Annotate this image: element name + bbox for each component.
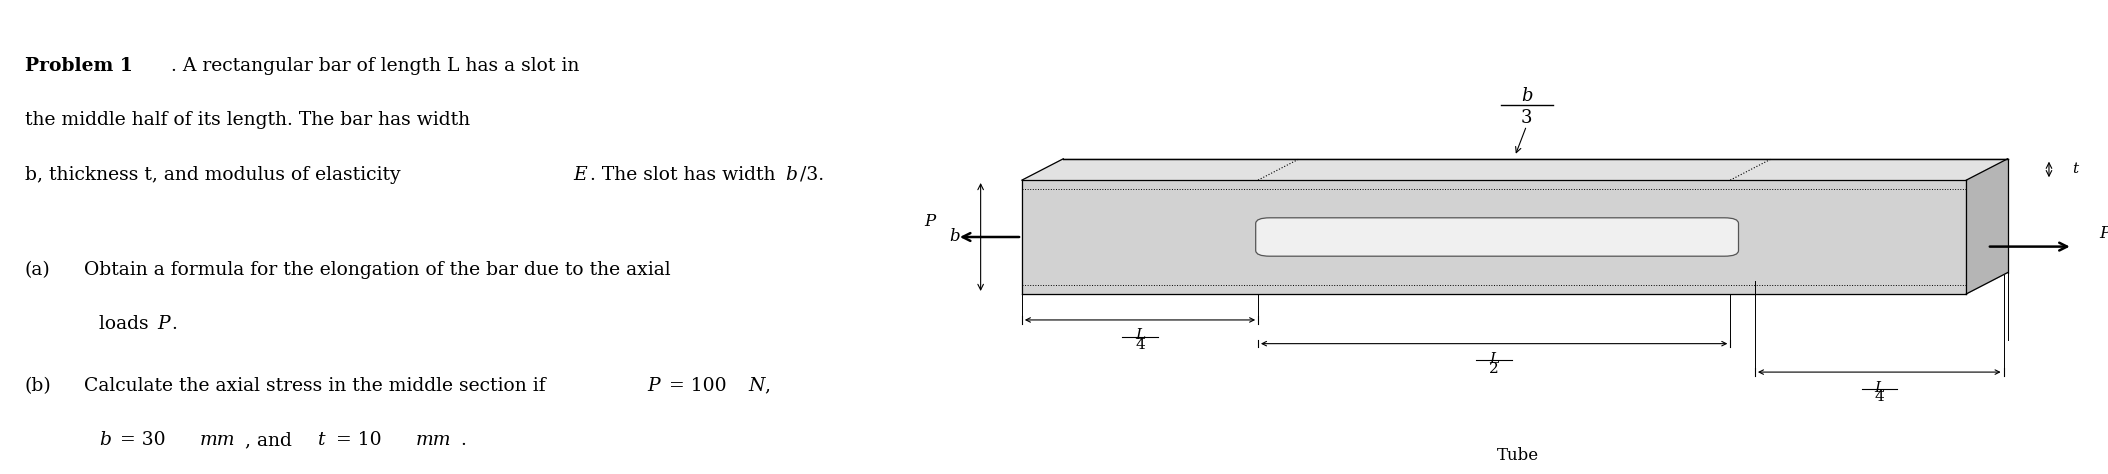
Text: .: . xyxy=(171,315,177,333)
Text: P: P xyxy=(647,377,660,395)
Text: loads: loads xyxy=(99,315,154,333)
Text: Tube: Tube xyxy=(1497,447,1539,464)
Text: .: . xyxy=(462,431,466,449)
Text: b: b xyxy=(99,431,112,449)
Text: (a): (a) xyxy=(25,261,51,279)
Text: = 10: = 10 xyxy=(331,431,388,449)
Text: E: E xyxy=(573,166,588,184)
Text: t: t xyxy=(2072,163,2078,176)
Text: Obtain a formula for the elongation of the bar due to the axial: Obtain a formula for the elongation of t… xyxy=(84,261,670,279)
Text: Problem 1: Problem 1 xyxy=(25,57,133,75)
Text: b: b xyxy=(786,166,797,184)
Text: ,: , xyxy=(763,377,769,395)
Polygon shape xyxy=(1967,159,2007,294)
Text: N: N xyxy=(748,377,765,395)
Text: = 30: = 30 xyxy=(114,431,171,449)
Text: = 100: = 100 xyxy=(662,377,731,395)
Polygon shape xyxy=(1022,180,1967,294)
Text: L: L xyxy=(1134,328,1145,343)
Text: 2: 2 xyxy=(1488,362,1499,376)
Text: L: L xyxy=(1488,352,1499,366)
Text: 4: 4 xyxy=(1874,390,1885,404)
Text: 3: 3 xyxy=(1520,109,1533,127)
Text: . A rectangular bar of length L has a slot in: . A rectangular bar of length L has a sl… xyxy=(171,57,580,75)
Text: b, thickness t, and modulus of elasticity: b, thickness t, and modulus of elasticit… xyxy=(25,166,407,184)
Text: 4: 4 xyxy=(1134,338,1145,352)
Text: b: b xyxy=(949,228,959,246)
Polygon shape xyxy=(1022,159,2007,180)
Text: t: t xyxy=(318,431,325,449)
Text: /3.: /3. xyxy=(799,166,824,184)
Text: P: P xyxy=(2100,225,2108,242)
Text: the middle half of its length. The bar has width: the middle half of its length. The bar h… xyxy=(25,111,470,129)
Text: mm: mm xyxy=(415,431,451,449)
Text: (b): (b) xyxy=(25,377,51,395)
Text: L: L xyxy=(1874,381,1885,395)
Text: b: b xyxy=(1520,87,1533,105)
Text: mm: mm xyxy=(200,431,236,449)
Text: . The slot has width: . The slot has width xyxy=(590,166,780,184)
FancyBboxPatch shape xyxy=(1267,222,1729,252)
Text: P: P xyxy=(158,315,171,333)
Text: , and: , and xyxy=(245,431,297,449)
Text: Calculate the axial stress in the middle section if: Calculate the axial stress in the middle… xyxy=(84,377,552,395)
FancyBboxPatch shape xyxy=(1256,218,1739,256)
Text: P: P xyxy=(923,213,936,230)
